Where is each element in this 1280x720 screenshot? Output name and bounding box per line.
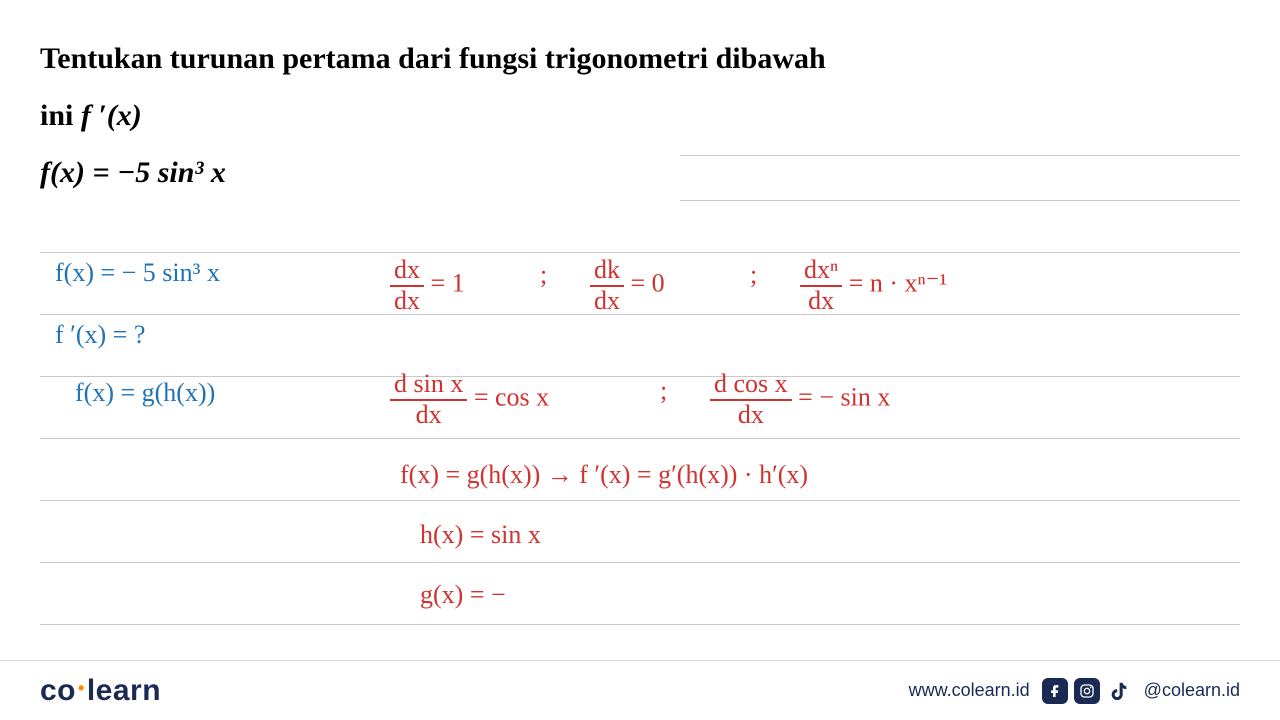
separator: ; xyxy=(750,260,757,290)
fraction: dx dx xyxy=(390,256,424,315)
hand-red-rule1c: dxⁿ dx = n · xⁿ⁻¹ xyxy=(800,256,947,315)
hand-red-chainrule: f(x) = g(h(x)) → f ′(x) = g′(h(x)) · h′(… xyxy=(400,460,808,490)
logo-dot-icon: • xyxy=(76,678,87,699)
hand-red-rule2a: d sin x dx = cos x xyxy=(390,370,549,429)
footer: co•learn www.colearn.id @colearn.id xyxy=(0,660,1280,720)
instagram-icon xyxy=(1074,678,1100,704)
fraction: d sin x dx xyxy=(390,370,467,429)
hand-blue-line3: f(x) = g(h(x)) xyxy=(75,378,215,408)
footer-right: www.colearn.id @colearn.id xyxy=(909,678,1240,704)
rule-line xyxy=(40,500,1240,501)
separator: ; xyxy=(660,376,667,406)
hand-red-rule1a: dx dx = 1 xyxy=(390,256,465,315)
fraction: dk dx xyxy=(590,256,624,315)
separator: ; xyxy=(540,260,547,290)
question-line2: ini f ′(x) xyxy=(40,87,1240,144)
fraction: d cos x dx xyxy=(710,370,792,429)
rule-line xyxy=(40,562,1240,563)
rule-short xyxy=(680,200,1240,201)
footer-url: www.colearn.id xyxy=(909,680,1030,701)
rule-line xyxy=(40,252,1240,253)
tiktok-icon xyxy=(1106,678,1132,704)
rule-line xyxy=(40,438,1240,439)
footer-handle: @colearn.id xyxy=(1144,680,1240,701)
question-line1: Tentukan turunan pertama dari fungsi tri… xyxy=(40,30,1240,87)
facebook-icon xyxy=(1042,678,1068,704)
page: Tentukan turunan pertama dari fungsi tri… xyxy=(0,0,1280,660)
hand-red-hx: h(x) = sin x xyxy=(420,520,541,550)
rule-line xyxy=(40,376,1240,377)
hand-red-rule2b: d cos x dx = − sin x xyxy=(710,370,890,429)
rule-short xyxy=(680,155,1240,156)
rule-line xyxy=(40,624,1240,625)
hand-blue-line1: f(x) = − 5 sin³ x xyxy=(55,258,220,288)
hand-blue-line2: f ′(x) = ? xyxy=(55,320,145,350)
fraction: dxⁿ dx xyxy=(800,256,842,315)
question-block: Tentukan turunan pertama dari fungsi tri… xyxy=(40,30,1240,201)
social-icons xyxy=(1042,678,1132,704)
question-line3: f(x) = −5 sin³ x xyxy=(40,144,1240,201)
logo: co•learn xyxy=(40,674,161,708)
hand-red-gx: g(x) = − xyxy=(420,580,506,610)
hand-red-rule1b: dk dx = 0 xyxy=(590,256,665,315)
